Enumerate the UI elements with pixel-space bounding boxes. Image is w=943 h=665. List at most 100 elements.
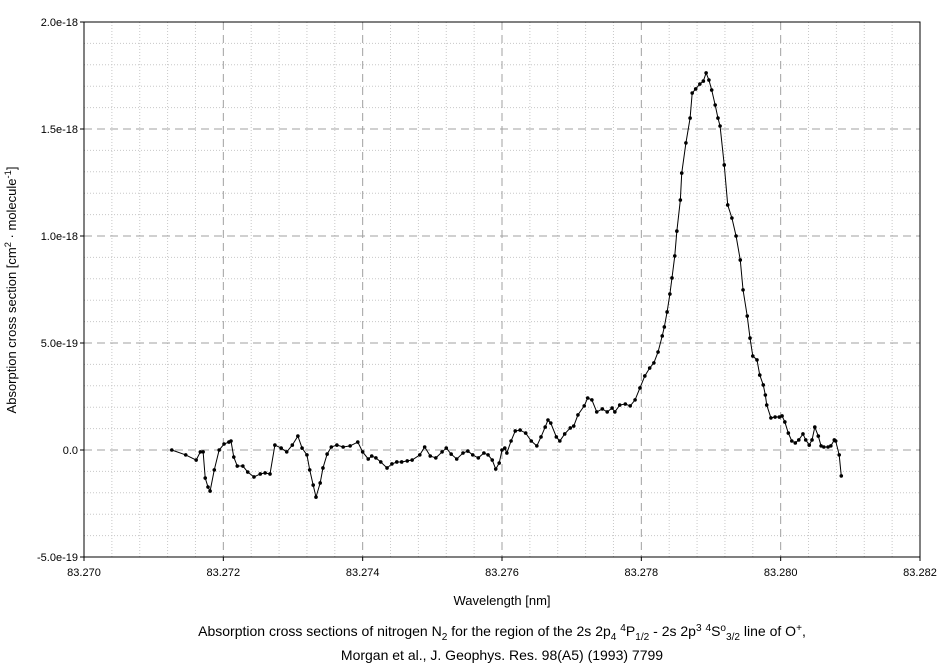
data-point bbox=[730, 216, 734, 220]
data-point bbox=[594, 410, 599, 414]
data-point bbox=[329, 445, 334, 449]
data-point bbox=[769, 416, 773, 420]
data-point bbox=[268, 472, 272, 476]
data-point bbox=[241, 464, 245, 468]
y-tick-label: 0.0 bbox=[63, 445, 78, 457]
data-point bbox=[321, 466, 325, 470]
x-tick-label: 83.282 bbox=[903, 567, 937, 579]
data-point bbox=[279, 446, 283, 450]
data-point bbox=[296, 434, 300, 438]
data-point bbox=[513, 429, 518, 433]
data-point bbox=[307, 468, 312, 472]
data-point bbox=[206, 485, 210, 489]
x-tick-label: 83.278 bbox=[625, 567, 659, 579]
data-point bbox=[548, 421, 553, 425]
y-axis-label: Absorption cross section [cm2 · molecule… bbox=[3, 167, 19, 414]
data-point bbox=[585, 396, 590, 400]
data-point bbox=[610, 406, 614, 410]
y-tick-label: 2.0e-18 bbox=[41, 17, 78, 29]
data-point bbox=[290, 443, 295, 447]
data-point bbox=[417, 453, 422, 457]
data-point bbox=[741, 288, 745, 292]
data-point bbox=[725, 203, 730, 207]
text-part: - 2s 2p bbox=[649, 623, 696, 639]
y-tick-label: -5.0e-19 bbox=[37, 552, 78, 564]
data-point bbox=[348, 444, 352, 448]
data-point bbox=[707, 78, 711, 82]
data-point bbox=[623, 402, 628, 406]
data-point bbox=[325, 452, 329, 456]
x-axis-label: Wavelength [nm] bbox=[453, 593, 550, 608]
data-point bbox=[252, 475, 256, 479]
data-point bbox=[773, 415, 777, 419]
data-point bbox=[617, 403, 622, 407]
data-point bbox=[198, 450, 203, 454]
data-point bbox=[201, 450, 205, 454]
text-part: Morgan et al., J. Geophys. Res. 98(A5) (… bbox=[341, 647, 663, 663]
text-part: o bbox=[720, 623, 726, 634]
data-point bbox=[183, 453, 188, 457]
data-point bbox=[194, 458, 198, 462]
data-point bbox=[523, 431, 528, 435]
data-point bbox=[568, 426, 573, 430]
data-point bbox=[562, 432, 567, 436]
text-part: Absorption cross sections of nitrogen N bbox=[198, 623, 442, 639]
data-point bbox=[405, 459, 410, 463]
x-tick-label: 83.274 bbox=[346, 567, 380, 579]
data-point bbox=[208, 489, 212, 493]
data-point bbox=[229, 439, 233, 443]
data-point bbox=[497, 461, 502, 465]
data-point bbox=[476, 456, 481, 460]
data-point bbox=[300, 446, 304, 450]
text-part: 2 bbox=[3, 242, 13, 247]
data-point bbox=[679, 171, 684, 175]
data-point bbox=[678, 198, 683, 202]
data-point bbox=[410, 458, 414, 462]
data-point bbox=[793, 441, 798, 445]
data-point bbox=[273, 443, 277, 447]
data-point bbox=[466, 449, 470, 453]
text-part: 2 bbox=[442, 632, 448, 643]
data-point bbox=[355, 440, 360, 444]
data-point bbox=[360, 450, 365, 454]
data-point bbox=[582, 404, 587, 408]
data-point bbox=[311, 483, 316, 487]
data-point bbox=[440, 450, 444, 454]
data-point bbox=[212, 468, 217, 472]
text-part: 1/2 bbox=[635, 632, 649, 643]
data-point bbox=[761, 383, 766, 387]
data-point bbox=[660, 334, 665, 338]
data-point bbox=[780, 414, 784, 418]
text-part: 4 bbox=[611, 632, 617, 643]
data-point bbox=[755, 358, 759, 362]
data-point bbox=[688, 116, 692, 120]
text-part: -1 bbox=[3, 170, 13, 178]
data-point bbox=[652, 361, 656, 365]
data-point bbox=[763, 393, 768, 397]
text-part: 3 bbox=[696, 623, 702, 634]
data-point bbox=[803, 438, 808, 442]
data-point bbox=[783, 420, 787, 424]
data-point bbox=[738, 258, 743, 262]
data-point bbox=[722, 163, 727, 167]
caption-line: Morgan et al., J. Geophys. Res. 98(A5) (… bbox=[341, 647, 663, 663]
data-point bbox=[518, 428, 522, 432]
data-point bbox=[571, 424, 576, 428]
data-point bbox=[810, 438, 814, 442]
data-point bbox=[231, 455, 236, 459]
data-point bbox=[713, 103, 717, 107]
data-point bbox=[314, 495, 318, 499]
data-point bbox=[668, 292, 672, 296]
data-point bbox=[335, 443, 339, 447]
data-point bbox=[428, 454, 433, 458]
data-point bbox=[374, 456, 378, 460]
data-point bbox=[366, 457, 371, 461]
data-point bbox=[757, 373, 762, 377]
data-point bbox=[670, 276, 674, 280]
text-part: 4 bbox=[620, 623, 626, 634]
data-point bbox=[378, 460, 383, 464]
text-part: line of O bbox=[740, 623, 796, 639]
data-point bbox=[470, 453, 475, 457]
data-point bbox=[284, 450, 289, 454]
